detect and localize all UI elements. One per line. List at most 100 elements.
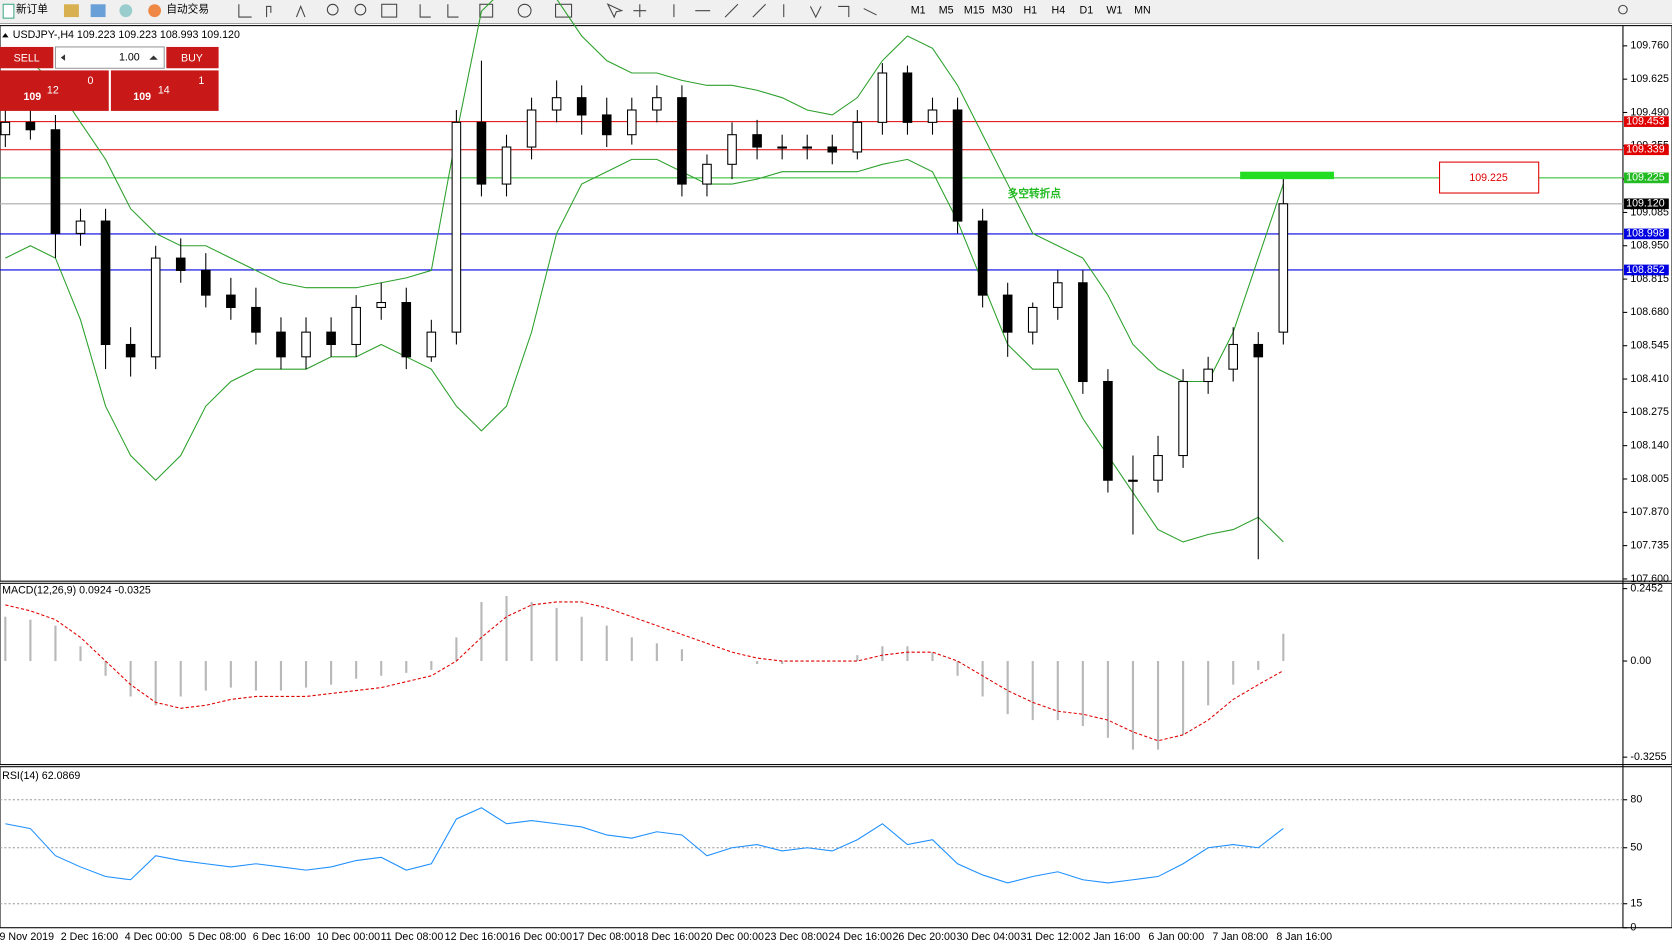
timeframe-button[interactable]: M15	[964, 4, 985, 16]
level-tag	[1624, 116, 1669, 127]
lots-value[interactable]: 1.00	[119, 51, 140, 63]
indicators[interactable]	[479, 3, 494, 18]
timeframe-button[interactable]: D1	[1080, 4, 1094, 16]
buy-label[interactable]: BUY	[181, 52, 203, 64]
level-tag	[1624, 228, 1669, 240]
buy-price-sup: 1	[198, 75, 204, 87]
timeframe-button[interactable]: M1	[911, 4, 926, 16]
timeframe-button[interactable]: MN	[1134, 4, 1151, 16]
level-label: 108.998	[1626, 228, 1665, 240]
candle-body	[351, 306, 361, 346]
x-tick-label: 29 Nov 2019	[0, 931, 54, 943]
y-tick-label: 107.735	[1630, 539, 1669, 551]
timeframe-bar: M1 M5 M15 M30 H1 H4 D1 W1 MN	[911, 4, 1151, 16]
price-box	[1439, 161, 1540, 194]
buy-price-box[interactable]	[110, 70, 219, 111]
x-tick-label: 23 Dec 08:00	[765, 931, 828, 943]
sell-price-box[interactable]	[0, 70, 109, 111]
new-order-icon[interactable]	[2, 3, 15, 19]
candle-body	[852, 121, 863, 153]
macd-bar	[405, 661, 408, 673]
zoom-out[interactable]	[354, 3, 367, 16]
macd-bar	[129, 661, 132, 697]
candle-body	[627, 109, 637, 136]
main-panel	[0, 25, 1672, 582]
candle-body	[777, 146, 787, 149]
periods[interactable]	[517, 3, 532, 18]
y-tick-label: 80	[1630, 794, 1642, 806]
tool-icon[interactable]	[63, 4, 79, 18]
macd-bar	[1006, 661, 1009, 715]
x-tick-label: 17 Dec 08:00	[573, 931, 636, 943]
y-tick-label: 108.005	[1630, 473, 1669, 485]
macd-bar	[881, 646, 884, 662]
y-tick-label: 109.085	[1630, 206, 1669, 218]
auto-trading-icon[interactable]	[148, 4, 162, 18]
macd-bar	[1081, 661, 1084, 727]
lots-input[interactable]	[54, 46, 165, 69]
x-tick-label: 24 Dec 16:00	[829, 931, 892, 943]
auto-trading-button[interactable]: 自动交易	[166, 2, 209, 15]
search[interactable]	[1618, 4, 1628, 15]
drawing-tools	[238, 3, 1628, 19]
y-tick-label: 107.870	[1630, 506, 1669, 518]
level-label: 109.339	[1626, 144, 1665, 156]
macd-bar	[956, 661, 959, 676]
macd-bar	[630, 637, 633, 662]
macd-bar	[54, 625, 57, 662]
tool-icon[interactable]	[90, 4, 106, 18]
timeframe-button[interactable]: H1	[1023, 4, 1037, 16]
y-tick-label: 15	[1630, 898, 1642, 910]
sell-label[interactable]: SELL	[14, 52, 40, 64]
level-tag	[1624, 198, 1669, 210]
macd-bar	[605, 625, 608, 662]
signal-line	[5, 601, 1284, 742]
candle-body	[752, 134, 762, 148]
timeframe-button[interactable]: W1	[1106, 4, 1122, 16]
timeframe-button[interactable]: M5	[939, 4, 954, 16]
chart-type-icons[interactable]	[238, 4, 306, 18]
level-label: 109.120	[1626, 198, 1665, 210]
tile[interactable]	[381, 3, 398, 18]
candle-body	[601, 114, 612, 136]
macd-bar	[104, 661, 107, 676]
candle-body	[702, 163, 712, 185]
y-tick-label: 107.600	[1630, 573, 1669, 585]
candle-body	[1153, 455, 1163, 481]
candle-body	[201, 269, 211, 296]
macd-bar	[1106, 661, 1109, 738]
y-tick-label: 50	[1630, 842, 1642, 854]
level-label: 109.453	[1626, 115, 1665, 127]
toolbar	[0, 0, 1672, 24]
timeframe-button[interactable]: M30	[992, 4, 1013, 16]
candle-body	[1052, 282, 1063, 308]
line-tools[interactable]	[606, 3, 766, 19]
rsi-title: RSI(14) 62.0869	[2, 770, 80, 782]
y-tick-label: 0.2452	[1630, 582, 1663, 594]
x-tick-label: 6 Dec 16:00	[253, 931, 311, 943]
zoom-in[interactable]	[326, 3, 339, 16]
macd-bar	[204, 661, 207, 691]
buy-button[interactable]	[166, 46, 219, 69]
tool-icon[interactable]	[119, 4, 133, 18]
timeframe-button[interactable]: H4	[1052, 4, 1066, 16]
new-order-button[interactable]: 新订单	[16, 2, 48, 15]
macd-bar	[154, 661, 157, 706]
candle-body	[226, 294, 236, 308]
sell-button[interactable]	[0, 46, 54, 69]
templates[interactable]	[555, 3, 573, 18]
candle-body	[1002, 294, 1013, 333]
candle-body	[100, 220, 111, 346]
candle-body	[1228, 343, 1239, 370]
scroll-icons[interactable]	[419, 4, 459, 18]
macd-bar	[355, 661, 358, 679]
collapse-icon[interactable]	[2, 33, 9, 38]
object-tools[interactable]	[783, 4, 877, 19]
macd-bar	[229, 661, 232, 688]
macd-bar	[580, 616, 583, 662]
x-tick-label: 5 Dec 08:00	[189, 931, 247, 943]
macd-bar	[1031, 661, 1034, 721]
macd-bar	[1257, 661, 1260, 670]
